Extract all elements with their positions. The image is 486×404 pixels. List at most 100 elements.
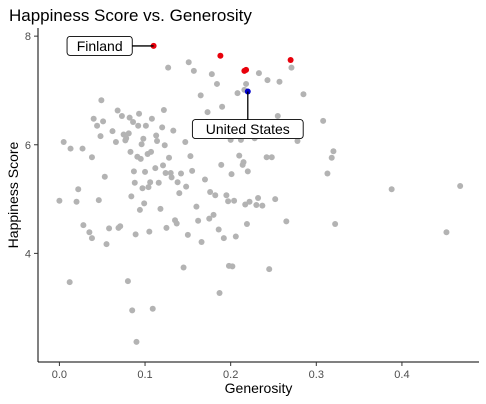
data-point — [136, 206, 143, 213]
data-point — [210, 211, 217, 218]
data-point — [288, 64, 295, 71]
data-point — [263, 154, 270, 161]
data-point — [187, 153, 194, 160]
data-point — [457, 183, 464, 190]
data-point — [243, 80, 250, 87]
x-tick-label: 0.4 — [394, 369, 409, 381]
data-point — [236, 152, 243, 159]
data-point — [219, 103, 226, 110]
data-point — [246, 198, 253, 205]
data-point — [332, 221, 339, 228]
data-point — [195, 217, 202, 224]
data-point — [242, 201, 249, 208]
data-point — [255, 70, 262, 77]
data-point — [232, 233, 239, 240]
data-point — [79, 145, 86, 152]
data-point — [283, 218, 290, 225]
data-point — [166, 154, 173, 161]
data-point — [213, 80, 220, 87]
data-point — [264, 77, 271, 84]
data-point — [123, 135, 130, 142]
data-point — [276, 78, 283, 85]
data-point — [443, 229, 450, 236]
data-point — [103, 241, 110, 248]
data-point — [160, 162, 167, 169]
data-point — [266, 266, 273, 273]
data-point — [185, 59, 192, 66]
data-point — [126, 114, 133, 121]
data-point — [259, 202, 266, 209]
data-point — [240, 159, 247, 166]
callout-label: United States — [206, 121, 290, 137]
data-point — [88, 154, 95, 161]
data-point — [136, 110, 143, 117]
data-point — [145, 184, 152, 191]
data-point — [86, 229, 93, 236]
data-point — [173, 220, 180, 227]
data-point — [130, 118, 137, 125]
data-point — [90, 115, 97, 122]
callout-label: Finland — [77, 38, 123, 54]
data-point — [183, 183, 190, 190]
data-point — [162, 170, 169, 177]
data-point — [229, 263, 236, 270]
x-axis-ticks: 0.0 0.1 0.2 0.3 0.4 — [52, 362, 410, 381]
data-point — [95, 197, 102, 204]
chart-title: Happiness Score vs. Generosity — [9, 6, 252, 25]
data-point — [132, 231, 139, 238]
data-point — [114, 107, 121, 114]
data-point — [197, 92, 204, 99]
data-point — [253, 202, 260, 209]
data-point — [176, 190, 183, 197]
data-point — [168, 174, 175, 181]
data-point — [274, 112, 281, 119]
data-point — [56, 197, 63, 204]
data-point — [118, 112, 125, 119]
data-point — [80, 222, 87, 229]
x-axis-title: Generosity — [225, 380, 293, 396]
data-point — [220, 235, 227, 242]
data-point — [170, 127, 177, 134]
data-point — [97, 133, 104, 140]
data-point — [218, 161, 225, 168]
data-point — [190, 67, 197, 74]
data-point — [133, 338, 140, 345]
data-point — [174, 179, 181, 186]
data-point — [125, 130, 132, 137]
highlight-point — [243, 66, 250, 73]
data-point — [98, 97, 105, 104]
data-point — [228, 171, 235, 178]
data-point — [294, 137, 301, 144]
data-point — [100, 118, 107, 125]
data-point — [231, 197, 238, 204]
data-point — [139, 185, 146, 192]
annotation-layer: Finland United States — [66, 35, 304, 139]
data-point — [128, 193, 135, 200]
data-point — [193, 203, 200, 210]
data-point — [320, 117, 327, 124]
data-point — [142, 168, 149, 175]
data-point — [154, 137, 161, 144]
data-point — [157, 205, 164, 212]
data-point — [178, 170, 185, 177]
x-tick-label: 0.0 — [52, 369, 67, 381]
data-point — [234, 90, 241, 97]
data-point — [268, 154, 275, 161]
data-point — [124, 278, 131, 285]
data-point — [94, 122, 101, 129]
data-point — [330, 148, 337, 155]
data-point — [152, 165, 159, 172]
data-point — [255, 194, 262, 201]
data-point — [109, 128, 116, 135]
data-point — [67, 145, 74, 152]
data-point — [88, 235, 95, 242]
data-point — [155, 179, 162, 186]
y-axis-ticks: 4 6 8 — [25, 31, 38, 260]
data-point — [215, 226, 222, 233]
data-point — [137, 155, 144, 162]
data-point — [223, 192, 230, 199]
data-point — [184, 231, 191, 238]
data-point — [163, 224, 170, 231]
highlight-point — [287, 57, 294, 64]
